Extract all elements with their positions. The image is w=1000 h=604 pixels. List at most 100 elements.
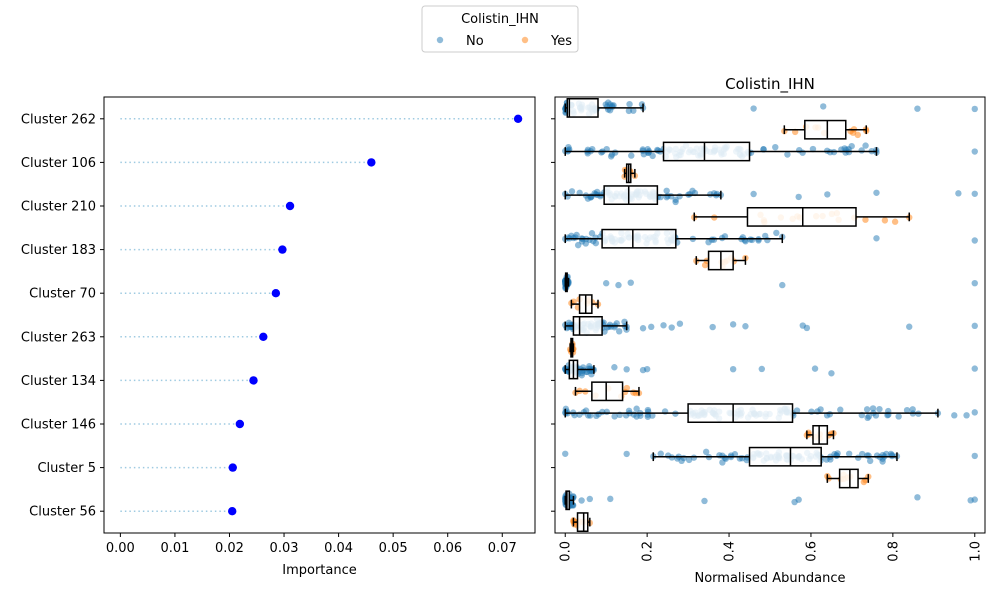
- importance-chart: Cluster 262 Cluster 106 Cluster 210 Cluster…: [21, 96, 536, 578]
- importance-point: [259, 332, 268, 341]
- importance-point: [235, 419, 245, 429]
- importance-x-axis: 0.00 0.01 0.02 0.03 0.04 0.05 0.06 0.07: [106, 533, 517, 556]
- abundance-point: [568, 188, 576, 195]
- abundance-point: [881, 217, 889, 224]
- abundance-point: [895, 413, 902, 420]
- abundance-point: [738, 454, 746, 462]
- abundance-point: [784, 151, 791, 158]
- abundance-point: [582, 240, 589, 247]
- abundance-outlier: [701, 497, 708, 505]
- abundance-outlier: [906, 323, 913, 330]
- abundance-outlier: [602, 280, 610, 287]
- abundance-point: [796, 146, 803, 154]
- legend-marker-no: [436, 36, 444, 44]
- abundance-outlier: [729, 365, 737, 373]
- abundance-outlier: [742, 323, 749, 330]
- importance-x-label: Importance: [282, 563, 357, 578]
- abundance-box: [687, 403, 794, 424]
- importance-point: [271, 289, 281, 298]
- abundance-point: [628, 152, 635, 159]
- abundance-outlier: [758, 365, 766, 373]
- abundance-point: [817, 406, 824, 413]
- legend-title: Colistin_IHN: [461, 12, 539, 27]
- abundance-outlier: [824, 191, 831, 198]
- abundance-box: [812, 424, 829, 445]
- abundance-point: [721, 454, 729, 461]
- abundance-outlier: [578, 497, 585, 504]
- abundance-outlier: [820, 103, 827, 110]
- abundance-point: [604, 99, 612, 106]
- abundance-outlier: [623, 450, 630, 458]
- abundance-box: [603, 185, 659, 206]
- abundance-boxes: [564, 97, 939, 533]
- abundance-point: [685, 456, 693, 464]
- abundance-x-tick-label: 0.8: [886, 541, 901, 562]
- abundance-point: [690, 454, 698, 461]
- abundance-point: [887, 450, 895, 458]
- abundance-point: [862, 142, 869, 149]
- abundance-box: [601, 228, 677, 249]
- abundance-point: [605, 323, 612, 330]
- abundance-point: [772, 143, 779, 151]
- abundance-point: [568, 232, 575, 240]
- abundance-point: [573, 231, 580, 239]
- importance-point: [228, 507, 237, 516]
- abundance-point: [586, 412, 594, 419]
- abundance-point: [630, 389, 637, 396]
- importance-x-tick-label: 0.02: [215, 541, 244, 556]
- abundance-box: [576, 512, 589, 533]
- importance-y-tick-label: Cluster 56: [29, 505, 96, 520]
- abundance-point: [865, 413, 873, 420]
- importance-points: [228, 114, 523, 516]
- abundance-point: [574, 241, 582, 249]
- abundance-outlier: [971, 279, 978, 287]
- importance-x-tick-label: 0.06: [433, 541, 462, 556]
- importance-y-tick-label: Cluster 210: [21, 200, 96, 215]
- abundance-outlier: [643, 365, 651, 373]
- abundance-point: [748, 236, 756, 244]
- abundance-outlier: [611, 364, 618, 371]
- abundance-outlier: [971, 190, 978, 197]
- importance-y-tick-label: Cluster 70: [29, 287, 96, 302]
- abundance-outlier: [750, 105, 757, 112]
- abundance-point: [667, 193, 675, 200]
- abundance-outlier: [668, 324, 675, 331]
- abundance-outlier: [914, 105, 921, 112]
- importance-x-tick-label: 0.04: [324, 541, 353, 556]
- abundance-point: [727, 452, 735, 459]
- abundance-outlier: [623, 366, 630, 373]
- abundance-point: [862, 216, 869, 223]
- abundance-axes-frame: [554, 96, 986, 534]
- abundance-outlier: [648, 323, 655, 331]
- abundance-outlier: [963, 412, 970, 419]
- importance-y-tick-label: Cluster 134: [21, 374, 96, 389]
- abundance-outlier: [627, 279, 634, 286]
- importance-point: [367, 158, 376, 167]
- abundance-outlier: [750, 190, 757, 198]
- abundance-x-tick-label: 1.0: [968, 541, 983, 562]
- importance-y-tick-label: Cluster 262: [21, 112, 96, 127]
- abundance-outlier: [971, 148, 978, 155]
- abundance-point: [615, 328, 623, 335]
- legend-label-yes: Yes: [550, 34, 572, 49]
- abundance-point: [876, 405, 883, 413]
- abundance-outlier: [729, 321, 737, 328]
- importance-point: [278, 245, 287, 254]
- importance-stems: [120, 118, 519, 512]
- abundance-point: [637, 412, 644, 419]
- abundance-point: [649, 152, 656, 160]
- abundance-point: [702, 448, 710, 456]
- abundance-point: [837, 406, 844, 413]
- abundance-point: [668, 454, 676, 461]
- abundance-outlier: [586, 495, 594, 503]
- abundance-point: [891, 218, 899, 225]
- abundance-point: [809, 145, 817, 153]
- importance-point: [513, 114, 523, 124]
- abundance-outlier: [779, 281, 786, 289]
- abundance-point: [764, 236, 771, 244]
- abundance-point: [611, 149, 619, 156]
- legend-label-no: No: [466, 34, 484, 49]
- abundance-box: [662, 141, 751, 162]
- abundance-point: [903, 406, 911, 414]
